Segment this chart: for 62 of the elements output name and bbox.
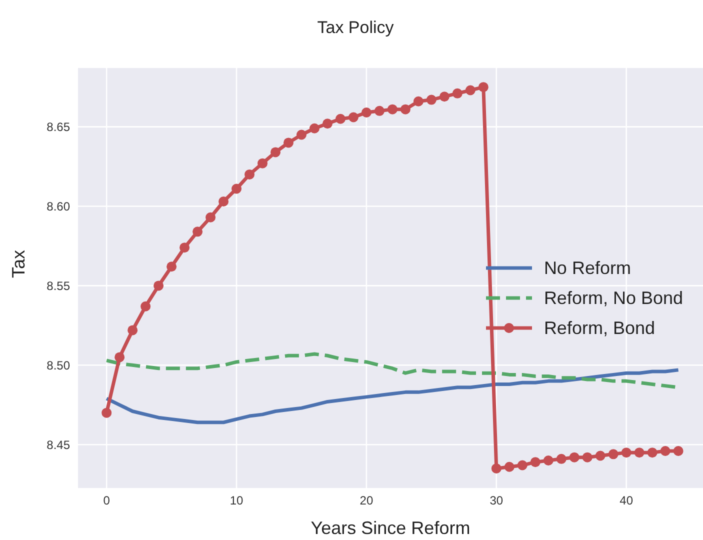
point xyxy=(296,130,306,140)
y-tick-label: 8.55 xyxy=(46,278,70,293)
point xyxy=(270,147,281,158)
point xyxy=(673,446,684,456)
point xyxy=(569,452,580,462)
point xyxy=(452,88,462,98)
point xyxy=(556,454,566,464)
legend-label: Reform, No Bond xyxy=(544,287,683,310)
point xyxy=(478,82,488,92)
point xyxy=(166,262,177,272)
point xyxy=(258,158,268,168)
point xyxy=(180,242,190,253)
legend-label: Reform, Bond xyxy=(544,317,655,340)
point xyxy=(634,448,644,458)
point xyxy=(660,446,670,456)
point xyxy=(465,85,476,96)
point xyxy=(361,107,372,118)
point xyxy=(439,92,450,102)
y-tick-label: 8.65 xyxy=(46,120,70,134)
point xyxy=(309,123,320,134)
point xyxy=(491,463,502,474)
point xyxy=(530,457,540,468)
point xyxy=(543,456,554,466)
point xyxy=(232,184,242,194)
point xyxy=(206,212,216,222)
point xyxy=(192,226,203,237)
x-tick-label: 40 xyxy=(620,494,634,508)
point xyxy=(413,96,424,106)
x-tick-label: 30 xyxy=(490,494,504,508)
chart-title: Tax Policy xyxy=(316,17,395,39)
point xyxy=(218,196,229,206)
point xyxy=(582,452,592,462)
point xyxy=(374,106,384,116)
point xyxy=(154,280,164,291)
point xyxy=(426,94,436,105)
x-tick-label: 10 xyxy=(230,494,244,508)
point xyxy=(335,114,346,124)
point xyxy=(504,462,514,472)
x-tick-label: 0 xyxy=(103,494,110,508)
line-series xyxy=(104,368,680,424)
point xyxy=(284,138,294,148)
y-tick-label: 8.45 xyxy=(46,438,70,452)
y-axis-title: Tax xyxy=(8,250,28,278)
y-tick-label: 8.60 xyxy=(46,200,70,214)
point xyxy=(322,118,332,129)
point xyxy=(348,112,358,122)
point xyxy=(647,448,658,458)
x-tick-label: 20 xyxy=(360,494,374,508)
point xyxy=(400,104,410,114)
point xyxy=(387,104,398,114)
point xyxy=(244,169,255,180)
point xyxy=(595,450,606,461)
y-tick-label: 8.50 xyxy=(46,358,70,372)
point xyxy=(517,460,528,470)
point xyxy=(102,408,112,418)
point xyxy=(128,325,138,336)
point xyxy=(114,352,125,362)
point xyxy=(140,301,151,312)
legend-label: No Reform xyxy=(544,257,631,280)
point xyxy=(621,448,632,458)
x-axis-title: Years Since Reform xyxy=(310,518,470,538)
point xyxy=(608,449,618,460)
